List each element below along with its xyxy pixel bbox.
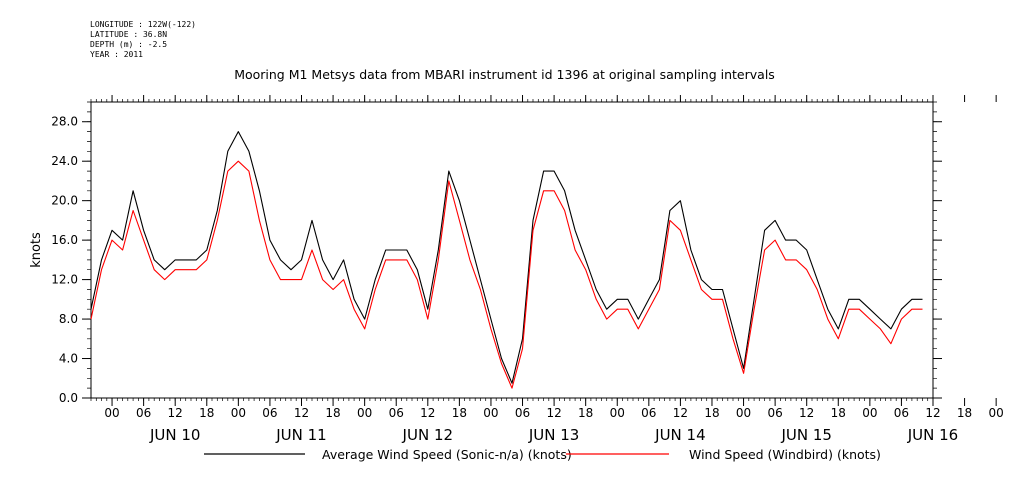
x-hour-label: 18 bbox=[199, 406, 214, 420]
x-hour-label: 00 bbox=[357, 406, 372, 420]
x-hour-label: 06 bbox=[262, 406, 277, 420]
series-line-windbird bbox=[90, 160, 923, 389]
x-day-label: JUN 16 bbox=[907, 426, 958, 444]
x-day-label: JUN 15 bbox=[780, 426, 831, 444]
x-hour-label: 00 bbox=[483, 406, 498, 420]
x-hour-label: 18 bbox=[704, 406, 719, 420]
x-hour-label: 00 bbox=[231, 406, 246, 420]
x-hour-label: 12 bbox=[925, 406, 940, 420]
depth-label: DEPTH (m) : -2.5 bbox=[90, 40, 168, 49]
y-tick-label: 24.0 bbox=[51, 154, 78, 168]
x-hour-label: 12 bbox=[546, 406, 561, 420]
x-hour-label: 06 bbox=[641, 406, 656, 420]
x-hour-label: 06 bbox=[136, 406, 151, 420]
year-label: YEAR : 2011 bbox=[90, 50, 143, 59]
y-tick-label: 12.0 bbox=[51, 273, 78, 287]
y-minor-ticks bbox=[87, 101, 937, 399]
x-day-label: JUN 10 bbox=[149, 426, 200, 444]
x-hour-label: 00 bbox=[862, 406, 877, 420]
series-line-sonic bbox=[90, 131, 923, 384]
x-hour-label: 06 bbox=[515, 406, 530, 420]
plot-series bbox=[90, 131, 923, 389]
y-tick-label: 0.0 bbox=[59, 391, 78, 405]
chart-title: Mooring M1 Metsys data from MBARI instru… bbox=[234, 67, 775, 82]
x-hour-label: 18 bbox=[831, 406, 846, 420]
x-hour-label: 12 bbox=[168, 406, 183, 420]
x-hour-label: 12 bbox=[294, 406, 309, 420]
x-day-label: JUN 13 bbox=[528, 426, 579, 444]
longitude-label: LONGITUDE : 122W(-122) bbox=[90, 20, 196, 29]
x-hour-label: 12 bbox=[799, 406, 814, 420]
x-hour-label: 18 bbox=[452, 406, 467, 420]
x-hour-label: 12 bbox=[420, 406, 435, 420]
legend-item-windbird-label: Wind Speed (Windbird) (knots) bbox=[689, 447, 881, 462]
y-tick-label: 4.0 bbox=[59, 352, 78, 366]
chart-legend: Average Wind Speed (Sonic-n/a) (knots) Wi… bbox=[204, 447, 881, 462]
y-tick-label: 16.0 bbox=[51, 233, 78, 247]
plot-axes: 00 06 12 18 00 06 12 18 00 06 12 18 00 06 12 18 00 06 12 18… bbox=[29, 95, 1004, 444]
y-tick-label: 20.0 bbox=[51, 194, 78, 208]
x-day-label: JUN 14 bbox=[654, 426, 705, 444]
latitude-label: LATITUDE : 36.8N bbox=[90, 30, 168, 39]
y-axis-label: knots bbox=[29, 232, 44, 268]
x-hour-label: 12 bbox=[673, 406, 688, 420]
y-tick-label: 28.0 bbox=[51, 115, 78, 129]
x-hour-label: 18 bbox=[957, 406, 972, 420]
y-tick-label: 8.0 bbox=[59, 312, 78, 326]
x-day-label: JUN 12 bbox=[402, 426, 453, 444]
x-hour-label: 06 bbox=[894, 406, 909, 420]
x-minor-ticks bbox=[90, 99, 934, 401]
mooring-metadata: LONGITUDE : 122W(-122) LATITUDE : 36.8N … bbox=[90, 20, 196, 60]
x-hour-label: 18 bbox=[578, 406, 593, 420]
x-hour-label: 06 bbox=[389, 406, 404, 420]
legend-item-sonic-label: Average Wind Speed (Sonic-n/a) (knots) bbox=[322, 447, 572, 462]
x-day-label: JUN 11 bbox=[275, 426, 326, 444]
x-hour-label: 00 bbox=[610, 406, 625, 420]
x-hour-label: 00 bbox=[989, 406, 1004, 420]
x-hour-label: 00 bbox=[104, 406, 119, 420]
x-hour-label: 00 bbox=[736, 406, 751, 420]
x-hour-label: 18 bbox=[325, 406, 340, 420]
x-hour-label: 06 bbox=[767, 406, 782, 420]
